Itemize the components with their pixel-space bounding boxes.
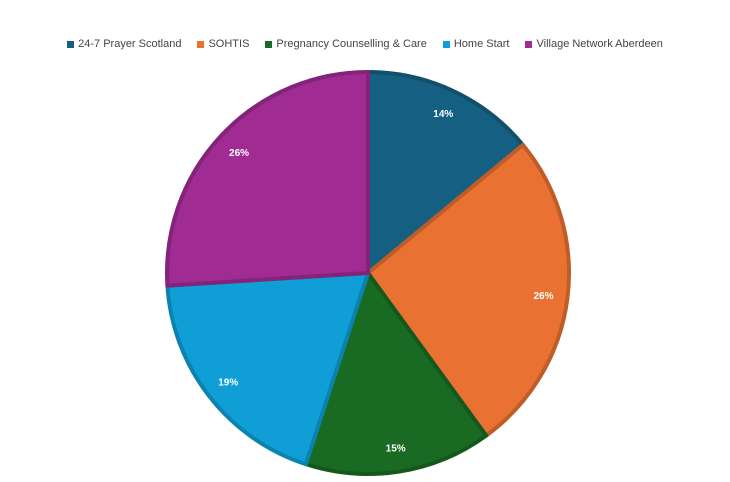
slice-data-label: 26% bbox=[229, 148, 249, 159]
legend-label: 24-7 Prayer Scotland bbox=[78, 38, 182, 50]
legend-swatch bbox=[265, 40, 273, 48]
legend-swatch bbox=[525, 40, 533, 48]
legend-swatch bbox=[67, 40, 75, 48]
slice-data-label: 15% bbox=[386, 444, 406, 455]
legend-label: Pregnancy Counselling & Care bbox=[276, 38, 427, 50]
chart-legend: 24-7 Prayer Scotland SOHTIS Pregnancy Coun… bbox=[0, 36, 730, 52]
pie-slice bbox=[366, 69, 526, 278]
legend-label: SOHTIS bbox=[208, 38, 250, 50]
legend-item: SOHTIS bbox=[197, 36, 249, 52]
pie-slice bbox=[165, 270, 371, 467]
legend-item: Pregnancy Counselling & Care bbox=[265, 36, 427, 52]
legend-label: Village Network Aberdeen bbox=[536, 38, 663, 50]
slice-data-label: 19% bbox=[218, 377, 238, 388]
legend-item: Home Start bbox=[442, 36, 510, 52]
slice-data-label: 26% bbox=[533, 291, 553, 302]
pie-slice bbox=[303, 268, 489, 476]
legend-swatch bbox=[442, 40, 450, 48]
pie-slice bbox=[365, 142, 571, 439]
legend-item: Village Network Aberdeen bbox=[525, 36, 663, 52]
legend-label: Home Start bbox=[453, 38, 510, 50]
legend-item: 24-7 Prayer Scotland bbox=[67, 36, 181, 52]
pie-slice bbox=[165, 69, 370, 288]
legend-swatch bbox=[197, 40, 205, 48]
slice-data-label: 14% bbox=[433, 109, 453, 120]
